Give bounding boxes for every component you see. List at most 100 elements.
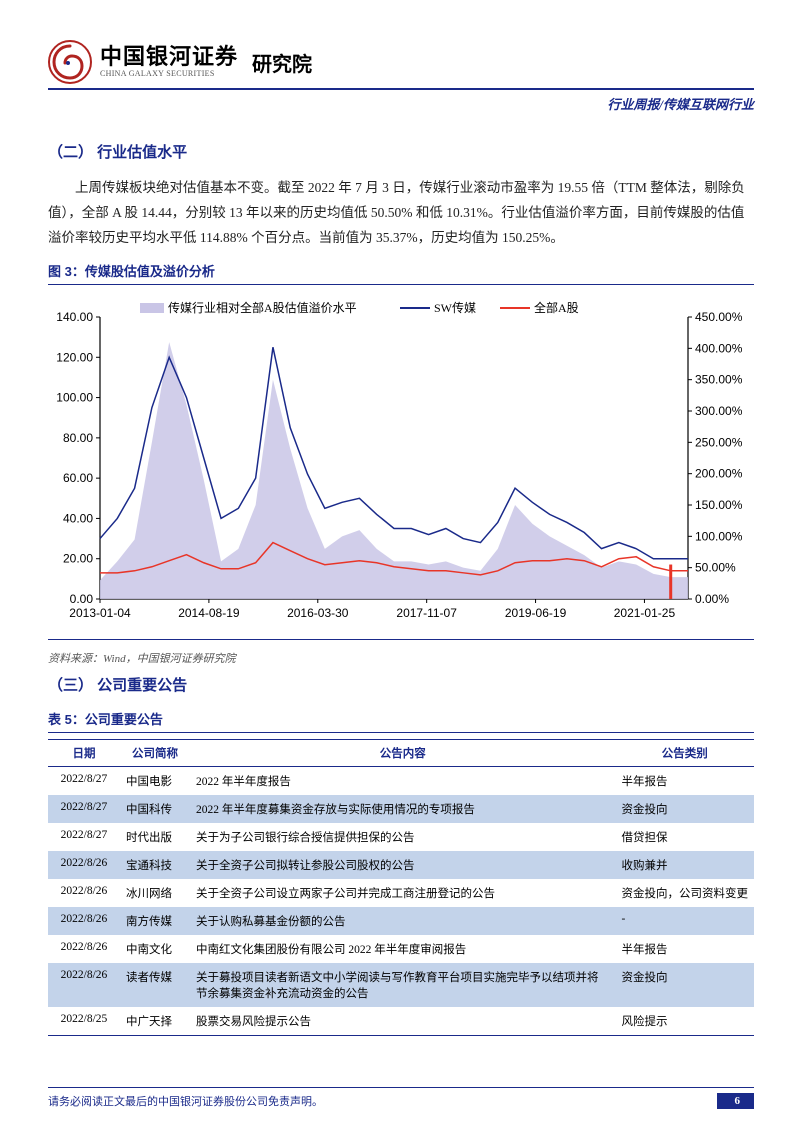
col-date: 日期 bbox=[48, 739, 120, 766]
svg-text:200.00%: 200.00% bbox=[695, 467, 743, 481]
svg-text:300.00%: 300.00% bbox=[695, 404, 743, 418]
cell-category: 风险提示 bbox=[616, 1007, 755, 1036]
announcements-table: 日期 公司简称 公告内容 公告类别 2022/8/27中国电影2022 年半年度… bbox=[48, 739, 754, 1036]
cell-content: 关于全资子公司拟转让参股公司股权的公告 bbox=[190, 851, 616, 879]
svg-text:20.00: 20.00 bbox=[63, 552, 93, 566]
cell-category: 收购兼并 bbox=[616, 851, 755, 879]
logo-block: 中国银河证券 CHINA GALAXY SECURITIES 研究院 bbox=[48, 40, 312, 84]
cell-content: 关于认购私募基金份额的公告 bbox=[190, 907, 616, 935]
cell-content: 2022 年半年度募集资金存放与实际使用情况的专项报告 bbox=[190, 795, 616, 823]
logo-text: 中国银河证券 CHINA GALAXY SECURITIES bbox=[100, 46, 238, 78]
logo-en-text: CHINA GALAXY SECURITIES bbox=[100, 70, 238, 78]
svg-text:传媒行业相对全部A股估值溢价水平: 传媒行业相对全部A股估值溢价水平 bbox=[168, 300, 357, 315]
svg-text:全部A股: 全部A股 bbox=[534, 300, 579, 315]
svg-text:2017-11-07: 2017-11-07 bbox=[396, 606, 457, 620]
figure-3-bottom-rule bbox=[48, 639, 754, 640]
disclaimer-text: 请务必阅读正文最后的中国银河证券股份公司免责声明。 bbox=[48, 1093, 323, 1109]
svg-text:250.00%: 250.00% bbox=[695, 435, 743, 449]
svg-text:40.00: 40.00 bbox=[63, 511, 93, 525]
cell-date: 2022/8/27 bbox=[48, 823, 120, 851]
svg-text:60.00: 60.00 bbox=[63, 471, 93, 485]
cell-category: 借贷担保 bbox=[616, 823, 755, 851]
cell-date: 2022/8/26 bbox=[48, 907, 120, 935]
svg-text:120.00: 120.00 bbox=[56, 350, 93, 364]
cell-company: 中国电影 bbox=[120, 766, 190, 795]
table-row: 2022/8/25中广天择股票交易风险提示公告风险提示 bbox=[48, 1007, 754, 1036]
cell-company: 中广天择 bbox=[120, 1007, 190, 1036]
svg-text:100.00%: 100.00% bbox=[695, 529, 743, 543]
cell-category: 资金投向，公司资料变更 bbox=[616, 879, 755, 907]
cell-date: 2022/8/26 bbox=[48, 851, 120, 879]
cell-category: 半年报告 bbox=[616, 935, 755, 963]
figure-3-rule bbox=[48, 284, 754, 285]
cell-company: 宝通科技 bbox=[120, 851, 190, 879]
logo-cn-text: 中国银河证券 bbox=[100, 46, 238, 68]
cell-company: 中国科传 bbox=[120, 795, 190, 823]
cell-content: 关于全资子公司设立两家子公司并完成工商注册登记的公告 bbox=[190, 879, 616, 907]
header-rule bbox=[48, 88, 754, 90]
figure-3-title: 图 3：传媒股估值及溢价分析 bbox=[48, 261, 754, 280]
breadcrumb: 行业周报/传媒互联网行业 bbox=[48, 94, 754, 113]
cell-content: 中南红文化集团股份有限公司 2022 年半年度审阅报告 bbox=[190, 935, 616, 963]
cell-date: 2022/8/26 bbox=[48, 879, 120, 907]
svg-text:2013-01-04: 2013-01-04 bbox=[69, 606, 131, 620]
table-row: 2022/8/27时代出版关于为子公司银行综合授信提供担保的公告借贷担保 bbox=[48, 823, 754, 851]
svg-text:400.00%: 400.00% bbox=[695, 341, 743, 355]
cell-company: 中南文化 bbox=[120, 935, 190, 963]
institute-label: 研究院 bbox=[252, 48, 312, 77]
svg-text:50.00%: 50.00% bbox=[695, 561, 736, 575]
cell-date: 2022/8/27 bbox=[48, 766, 120, 795]
table-row: 2022/8/26冰川网络关于全资子公司设立两家子公司并完成工商注册登记的公告资… bbox=[48, 879, 754, 907]
page-header: 中国银河证券 CHINA GALAXY SECURITIES 研究院 bbox=[48, 40, 754, 84]
table-row: 2022/8/26中南文化中南红文化集团股份有限公司 2022 年半年度审阅报告… bbox=[48, 935, 754, 963]
cell-content: 关于为子公司银行综合授信提供担保的公告 bbox=[190, 823, 616, 851]
cell-date: 2022/8/27 bbox=[48, 795, 120, 823]
page-number: 6 bbox=[717, 1093, 755, 1109]
svg-text:350.00%: 350.00% bbox=[695, 373, 743, 387]
svg-text:2016-03-30: 2016-03-30 bbox=[287, 606, 349, 620]
svg-text:0.00%: 0.00% bbox=[695, 592, 729, 606]
svg-text:SW传媒: SW传媒 bbox=[434, 300, 476, 315]
cell-category: 资金投向 bbox=[616, 795, 755, 823]
svg-text:100.00: 100.00 bbox=[56, 390, 93, 404]
cell-date: 2022/8/26 bbox=[48, 963, 120, 1007]
cell-category: - bbox=[616, 907, 755, 935]
cell-content: 关于募投项目读者新语文中小学阅读与写作教育平台项目实施完毕予以结项并将节余募集资… bbox=[190, 963, 616, 1007]
figure-3-source: 资料来源：Wind，中国银河证券研究院 bbox=[48, 650, 754, 666]
figure-3-chart: 0.00 20.00 40.00 60.00 80.00 100.00 120.00 140.… bbox=[48, 291, 754, 631]
svg-text:2019-06-19: 2019-06-19 bbox=[505, 606, 567, 620]
cell-company: 读者传媒 bbox=[120, 963, 190, 1007]
table-header-row: 日期 公司简称 公告内容 公告类别 bbox=[48, 739, 754, 766]
col-company: 公司简称 bbox=[120, 739, 190, 766]
section-2-title: （二） 行业估值水平 bbox=[48, 141, 754, 162]
table-row: 2022/8/27中国电影2022 年半年度报告半年报告 bbox=[48, 766, 754, 795]
section-2-paragraph: 上周传媒板块绝对估值基本不变。截至 2022 年 7 月 3 日，传媒行业滚动市… bbox=[48, 176, 754, 251]
table-5-rule bbox=[48, 732, 754, 733]
cell-content: 股票交易风险提示公告 bbox=[190, 1007, 616, 1036]
svg-text:2021-01-25: 2021-01-25 bbox=[614, 606, 676, 620]
chart-svg: 0.00 20.00 40.00 60.00 80.00 100.00 120.00 140.… bbox=[48, 291, 754, 631]
footer-rule bbox=[48, 1087, 754, 1088]
svg-text:80.00: 80.00 bbox=[63, 431, 93, 445]
table-row: 2022/8/27中国科传2022 年半年度募集资金存放与实际使用情况的专项报告… bbox=[48, 795, 754, 823]
galaxy-logo-icon bbox=[48, 40, 92, 84]
cell-company: 时代出版 bbox=[120, 823, 190, 851]
svg-text:150.00%: 150.00% bbox=[695, 498, 743, 512]
svg-text:2014-08-19: 2014-08-19 bbox=[178, 606, 240, 620]
cell-category: 资金投向 bbox=[616, 963, 755, 1007]
col-category: 公告类别 bbox=[616, 739, 755, 766]
svg-text:450.00%: 450.00% bbox=[695, 310, 743, 324]
page-footer: 请务必阅读正文最后的中国银河证券股份公司免责声明。 6 bbox=[48, 1087, 754, 1109]
col-content: 公告内容 bbox=[190, 739, 616, 766]
cell-content: 2022 年半年度报告 bbox=[190, 766, 616, 795]
cell-company: 冰川网络 bbox=[120, 879, 190, 907]
table-row: 2022/8/26南方传媒关于认购私募基金份额的公告- bbox=[48, 907, 754, 935]
cell-company: 南方传媒 bbox=[120, 907, 190, 935]
svg-text:140.00: 140.00 bbox=[56, 310, 93, 324]
table-row: 2022/8/26读者传媒关于募投项目读者新语文中小学阅读与写作教育平台项目实施… bbox=[48, 963, 754, 1007]
cell-date: 2022/8/25 bbox=[48, 1007, 120, 1036]
table-5-title: 表 5：公司重要公告 bbox=[48, 709, 754, 728]
cell-date: 2022/8/26 bbox=[48, 935, 120, 963]
svg-text:0.00: 0.00 bbox=[70, 592, 94, 606]
table-row: 2022/8/26宝通科技关于全资子公司拟转让参股公司股权的公告收购兼并 bbox=[48, 851, 754, 879]
